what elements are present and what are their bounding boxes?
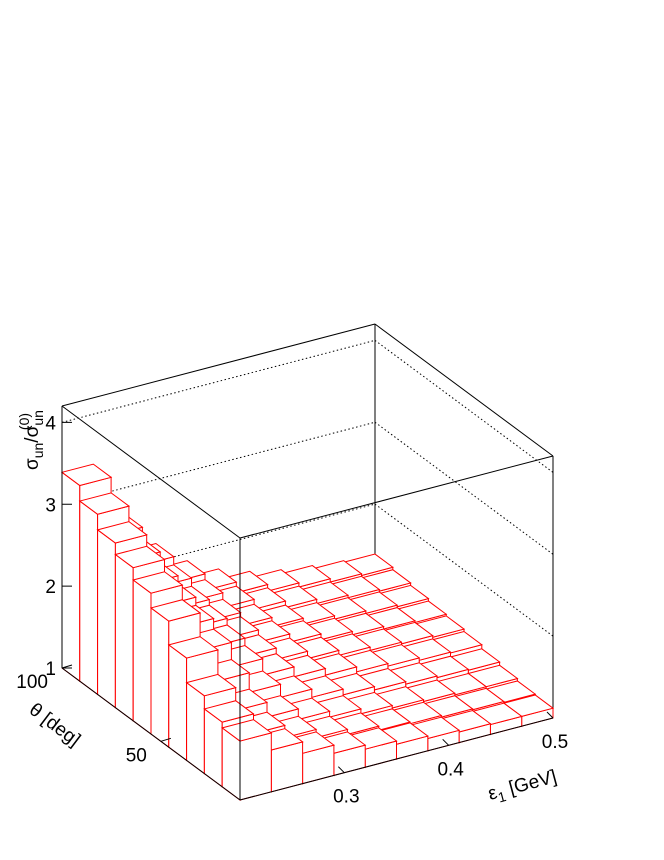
x-tick-label: 0.4 — [437, 759, 464, 780]
y-tick-label: 50 — [126, 745, 147, 766]
x-tick — [546, 711, 554, 719]
z-label-part: un — [30, 443, 46, 459]
box-edge — [61, 405, 241, 539]
box-edge — [374, 323, 554, 457]
bar-top — [221, 719, 273, 742]
y-axis-label: θ [deg] — [25, 699, 84, 751]
x-tick-label: 0.5 — [542, 732, 568, 753]
x-tick-label: 0.3 — [333, 787, 359, 808]
y-tick — [160, 737, 172, 742]
z-tick-label: 4 — [45, 413, 56, 434]
y-tick-label: 100 — [16, 672, 48, 693]
z-label-part: (0) — [16, 413, 32, 430]
box-edge — [239, 455, 554, 539]
x-tick — [442, 738, 450, 746]
bar-side — [79, 500, 99, 696]
bar-top — [149, 599, 202, 622]
x-axis-label: ε1 [GeV] — [486, 766, 560, 807]
z-label-part: un — [30, 410, 46, 426]
x-label-part: [GeV] — [502, 766, 559, 800]
z-label-part: /σ — [22, 425, 43, 442]
bar-top — [185, 673, 237, 697]
bar-top — [60, 463, 113, 487]
bar-front — [270, 741, 304, 793]
bar-front — [239, 732, 272, 801]
z-axis-label: σun/σun(0) — [16, 410, 46, 470]
bar-side — [97, 528, 116, 709]
bar-top — [203, 700, 255, 723]
box-edge — [61, 323, 376, 407]
bar-side — [132, 578, 152, 735]
bar-top — [78, 492, 131, 515]
z-tick-label: 2 — [45, 577, 56, 598]
bar-top — [132, 571, 184, 594]
grid-line — [374, 503, 554, 637]
x-label-part: 1 — [496, 788, 508, 806]
x-axis — [239, 717, 554, 801]
bar-side — [186, 681, 205, 775]
grid-line — [374, 421, 554, 555]
grid-line — [374, 339, 554, 473]
y-tick — [61, 664, 73, 669]
z-label-part: σ — [22, 458, 43, 470]
bar-top — [167, 636, 220, 659]
y-axis — [61, 667, 241, 801]
bar-side — [61, 471, 81, 683]
bar-top — [114, 545, 166, 569]
bar-side — [168, 643, 188, 762]
bar-side — [150, 606, 170, 749]
grid-line — [61, 339, 376, 423]
z-tick-label: 3 — [45, 495, 56, 516]
bar-side — [114, 553, 134, 722]
x-tick — [337, 766, 345, 774]
bar-top — [96, 521, 148, 544]
z-tick-label: 1 — [45, 659, 56, 680]
